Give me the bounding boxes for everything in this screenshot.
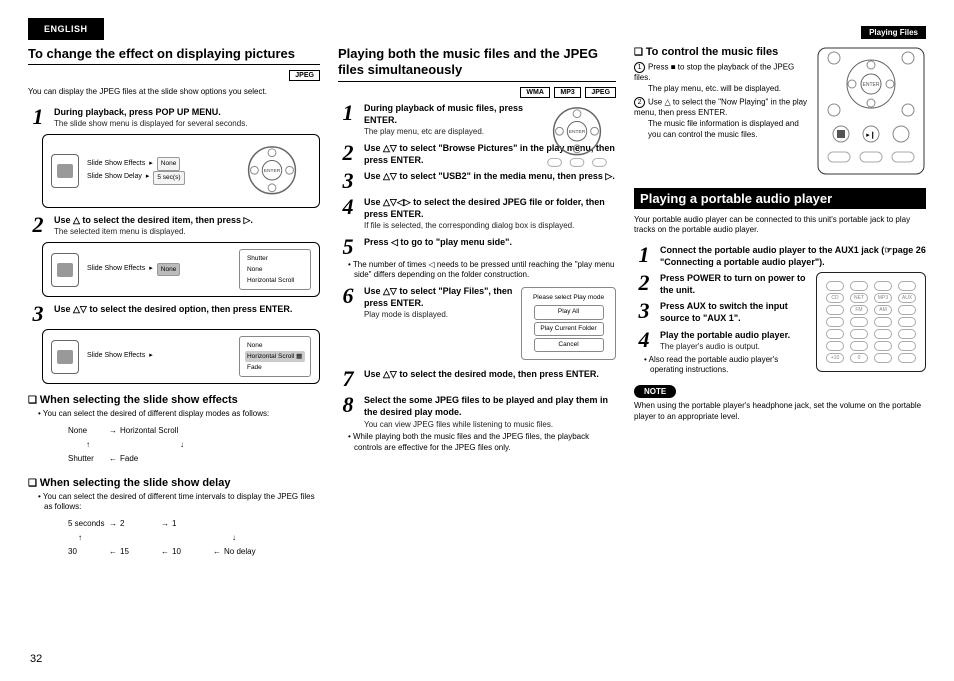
step-number: 8 xyxy=(338,394,358,416)
sub-heading-delay: When selecting the slide show delay xyxy=(28,477,320,489)
dialog-title: Please select Play mode xyxy=(528,293,609,303)
badge-jpeg: JPEG xyxy=(289,70,320,81)
dialog-btn-cancel: Cancel xyxy=(534,338,604,352)
section-tab: Playing Files xyxy=(861,26,926,39)
c2-step5-main: Press ◁ to go to "play menu side". xyxy=(364,237,512,247)
delay-flow: 5 seconds→2→1 ↑↓ 30←15←10←No delay xyxy=(68,517,320,560)
c3-line1: Press ■ to stop the playback of the JPEG… xyxy=(634,63,794,83)
c2-step1-main: During playback of music files, press EN… xyxy=(364,103,523,125)
ui-slideshow-menu-3: Slide Show Effects ▸ None Horizontal Scr… xyxy=(42,329,320,384)
ui-slideshow-menu-1: Slide Show Effects ▸ None Slide Show Del… xyxy=(42,134,320,209)
c2-step8-main: Select the some JPEG files to be played … xyxy=(364,395,608,417)
badge-mp3: MP3 xyxy=(554,87,580,98)
col3-intro: Your portable audio player can be connec… xyxy=(634,215,926,236)
step-number: 1 xyxy=(634,244,654,266)
step2-main: Use △ to select the desired item, then p… xyxy=(54,215,253,225)
c3-line1b: The play menu, etc. will be displayed. xyxy=(648,84,810,95)
ui2-opt-none: None xyxy=(245,264,305,275)
circled-1-icon: 1 xyxy=(634,62,645,73)
c3-line2b: The music file information is displayed … xyxy=(648,119,810,141)
ui2-opt-shutter: Shutter xyxy=(245,253,305,264)
step-number: 6 xyxy=(338,285,358,307)
c3-step2: Press POWER to turn on power to the unit… xyxy=(660,273,806,295)
step-number: 2 xyxy=(28,214,48,236)
ui-slideshow-menu-2: Slide Show Effects ▸ None Shutter None H… xyxy=(42,242,320,297)
c3-step4: Play the portable audio player. xyxy=(660,330,790,340)
language-tab: ENGLISH xyxy=(28,18,104,40)
ui2-sel: None xyxy=(157,263,181,277)
c3-step1: Connect the portable audio player to the… xyxy=(660,245,926,267)
step-number: 1 xyxy=(338,102,358,124)
c3-step3: Press AUX to switch the input source to … xyxy=(660,301,788,323)
column-3: To control the music files 1Press ■ to s… xyxy=(634,46,926,663)
step3-main: Use △▽ to select the desired option, the… xyxy=(54,304,292,314)
step-number: 5 xyxy=(338,236,358,258)
ui2-label: Slide Show Effects xyxy=(87,263,145,276)
ui3-submenu: None Horizontal Scroll ▦ Fade xyxy=(239,336,311,377)
c3-step4-sub: The player's audio is output. xyxy=(660,342,810,353)
c2-step1-sub: The play menu, etc are displayed. xyxy=(364,127,526,138)
svg-text:▸❙: ▸❙ xyxy=(866,131,875,139)
dialog-btn-playall: Play All xyxy=(534,305,604,319)
svg-text:ENTER: ENTER xyxy=(264,168,281,174)
badge-jpeg2: JPEG xyxy=(585,87,616,98)
step-number: 3 xyxy=(338,170,358,192)
remote-dpad-icon: ENTER xyxy=(233,141,311,202)
c2-step3-main: Use △▽ to select "USB2" in the media men… xyxy=(364,171,615,181)
step1-main: During playback, press POP UP MENU. xyxy=(54,107,221,117)
c2-step5-bullet: The number of times ◁ needs to be presse… xyxy=(348,260,616,281)
note-text: When using the portable player's headpho… xyxy=(634,401,926,422)
col2-heading: Playing both the music files and the JPE… xyxy=(338,46,616,82)
c2-step4-main: Use △▽◁▷ to select the desired JPEG file… xyxy=(364,197,605,219)
c2-step6-sub: Play mode is displayed. xyxy=(364,310,515,321)
svg-text:ENTER: ENTER xyxy=(569,129,586,135)
column-2: Playing both the music files and the JPE… xyxy=(338,46,616,663)
play-mode-dialog: Please select Play mode Play All Play Cu… xyxy=(521,287,616,361)
sub-heading-effects: When selecting the slide show effects xyxy=(28,394,320,406)
remote-button-grid: CDNETMP3AUX FMAM +100 xyxy=(816,272,926,372)
sub1-bullet: You can select the desired of different … xyxy=(38,409,320,419)
ui3-opt2: Horizontal Scroll ▦ xyxy=(245,351,305,362)
step-number: 7 xyxy=(338,368,358,390)
c2-step6-main: Use △▽ to select "Play Files", then pres… xyxy=(364,286,512,308)
step-number: 1 xyxy=(28,106,48,128)
step-number: 2 xyxy=(338,142,358,164)
ui1-val2: 5 sec(s) xyxy=(153,171,184,185)
c2-step4-sub: If file is selected, the corresponding d… xyxy=(364,221,616,232)
ui3-opt1: None xyxy=(245,340,305,351)
step2-sub: The selected item menu is displayed. xyxy=(54,227,320,238)
ui1-label2: Slide Show Delay xyxy=(87,171,142,184)
ui3-label: Slide Show Effects xyxy=(87,350,145,363)
circled-2-icon: 2 xyxy=(634,97,645,108)
ui1-val1: None xyxy=(157,157,181,171)
col1-intro: You can display the JPEG files at the sl… xyxy=(28,87,320,97)
ui2-opt-hscroll: Horizontal Scroll xyxy=(245,275,305,286)
ui2-submenu: Shutter None Horizontal Scroll xyxy=(239,249,311,290)
dialog-btn-folder: Play Current Folder xyxy=(534,322,604,336)
step-number: 2 xyxy=(634,272,654,294)
page-number: 32 xyxy=(30,653,42,665)
remote-full-icon: ENTER ▸❙ xyxy=(816,46,926,178)
svg-text:ENTER: ENTER xyxy=(863,82,880,88)
c2-step7-main: Use △▽ to select the desired mode, then … xyxy=(364,369,599,379)
step-number: 4 xyxy=(338,196,358,218)
badge-wma: WMA xyxy=(520,87,550,98)
c3-line2: Use △ to select the "Now Playing" in the… xyxy=(634,98,807,118)
step1-sub: The slide show menu is displayed for sev… xyxy=(54,119,320,130)
col3-black-heading: Playing a portable audio player xyxy=(634,188,926,209)
step-number: 3 xyxy=(634,300,654,322)
col3-sub-heading: To control the music files xyxy=(634,46,810,58)
step-number: 4 xyxy=(634,329,654,351)
ui3-opt3: Fade xyxy=(245,362,305,373)
sub2-bullet: You can select the desired of different … xyxy=(38,492,320,513)
remote-dpad-icon: ENTER xyxy=(538,102,616,172)
note-pill: NOTE xyxy=(634,385,676,398)
c2-end-bullet: While playing both the music files and t… xyxy=(348,432,616,453)
column-1: To change the effect on displaying pictu… xyxy=(28,46,320,663)
col1-heading: To change the effect on displaying pictu… xyxy=(28,46,320,65)
effects-flow: None→Horizontal Scroll ↑↓ Shutter←Fade xyxy=(68,424,320,467)
step-number: 3 xyxy=(28,303,48,325)
ui1-label1: Slide Show Effects xyxy=(87,158,145,171)
c2-step8-sub: You can view JPEG files while listening … xyxy=(364,420,616,431)
